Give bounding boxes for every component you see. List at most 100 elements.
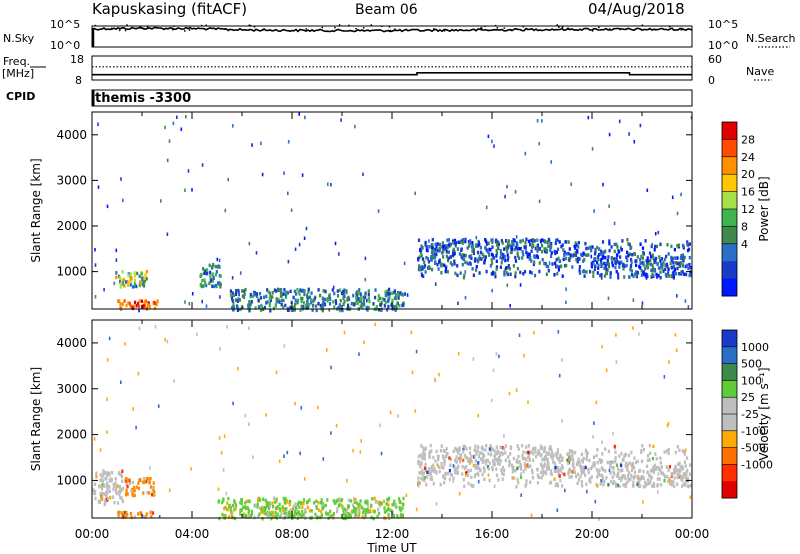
range-gate-cell <box>664 263 667 267</box>
range-gate-cell <box>389 508 392 513</box>
range-gate-cell <box>115 258 118 262</box>
range-gate-cell <box>138 304 141 309</box>
range-gate-cell <box>600 473 603 478</box>
range-gate-cell <box>121 280 125 285</box>
range-gate-cell <box>558 460 561 464</box>
range-gate-cell <box>393 289 397 293</box>
range-gate-cell <box>248 326 250 330</box>
range-gate-cell <box>502 465 505 470</box>
range-gate-cell <box>447 256 450 261</box>
range-gate-cell <box>499 249 502 253</box>
range-gate-cell <box>653 463 656 468</box>
range-gate-cell <box>357 297 360 301</box>
range-gate-cell <box>343 507 346 511</box>
range-gate-cell <box>550 472 553 477</box>
range-gate-cell <box>430 477 434 481</box>
range-gate-cell <box>452 479 455 483</box>
range-gate-cell <box>372 302 375 306</box>
range-gate-cell <box>621 468 624 472</box>
range-gate-cell <box>572 254 575 258</box>
range-gate-cell <box>674 450 677 455</box>
range-gate-cell <box>417 238 421 242</box>
range-gate-cell <box>555 454 558 459</box>
range-gate-cell <box>366 298 368 303</box>
range-gate-cell <box>663 475 667 479</box>
range-gate-cell <box>531 468 534 473</box>
range-gate-cell <box>219 295 221 299</box>
range-gate-cell <box>672 480 675 484</box>
range-gate-cell <box>344 509 347 514</box>
range-gate-cell <box>606 268 609 272</box>
range-gate-cell <box>523 270 527 274</box>
range-gate-cell <box>651 263 654 267</box>
range-gate-cell <box>138 308 140 313</box>
colorbar-swatch <box>722 174 737 193</box>
range-gate-cell <box>330 183 332 187</box>
range-gate-cell <box>445 447 448 451</box>
range-gate-cell <box>232 401 234 406</box>
range-gate-cell <box>487 241 490 246</box>
range-gate-cell <box>584 473 587 477</box>
range-gate-cell <box>661 262 664 267</box>
range-gate-cell <box>392 304 395 309</box>
range-gate-cell <box>475 268 478 272</box>
cpid-panel-frame <box>91 89 693 107</box>
range-gate-cell <box>590 254 593 259</box>
range-gate-cell <box>282 292 285 296</box>
range-gate-cell <box>576 259 579 264</box>
range-gate-cell <box>176 115 178 119</box>
range-gate-cell <box>138 274 141 279</box>
range-gate-cell <box>421 267 424 271</box>
range-gate-cell <box>630 273 634 277</box>
range-gate-cell <box>224 513 227 518</box>
range-gate-cell <box>298 292 301 296</box>
range-gate-cell <box>518 460 521 464</box>
colorbar-tick-label: -100 <box>741 425 766 438</box>
range-gate-cell <box>422 450 425 455</box>
range-gate-cell <box>646 259 649 264</box>
range-gate-cell <box>446 452 449 456</box>
range-gate-cell <box>536 244 539 248</box>
range-gate-cell <box>526 255 529 259</box>
nsearch-point <box>380 25 383 28</box>
range-gate-cell <box>414 409 417 413</box>
range-gate-cell <box>436 454 440 459</box>
range-gate-cell <box>372 516 375 521</box>
nsearch-point <box>355 27 357 30</box>
range-gate-cell <box>357 513 361 518</box>
nsearch-point <box>680 28 683 31</box>
range-gate-cell <box>301 505 304 509</box>
range-gate-cell <box>628 471 631 475</box>
range-gate-cell <box>346 296 349 301</box>
range-gate-cell <box>255 251 258 255</box>
range-gate-cell <box>614 482 617 486</box>
range-gate-cell <box>677 462 680 467</box>
range-gate-cell <box>516 460 519 464</box>
range-gate-cell <box>396 514 399 518</box>
range-gate-cell <box>122 278 126 282</box>
range-gate-cell <box>682 482 685 486</box>
range-gate-cell <box>146 303 149 307</box>
range-gate-cell <box>660 471 663 475</box>
range-gate-cell <box>370 503 373 508</box>
range-gate-cell <box>509 304 511 308</box>
range-gate-cell <box>271 510 274 514</box>
range-gate-cell <box>423 466 426 470</box>
nsearch-point <box>494 24 497 27</box>
range-gate-cell <box>542 449 546 454</box>
range-gate-cell <box>92 488 95 492</box>
range-gate-cell <box>667 252 670 256</box>
range-gate-cell <box>348 513 351 517</box>
range-gate-cell <box>129 272 132 276</box>
range-gate-cell <box>151 487 154 491</box>
range-gate-cell <box>520 467 523 471</box>
range-gate-cell <box>510 244 513 249</box>
range-gate-cell <box>349 306 352 311</box>
range-gate-cell <box>658 477 661 481</box>
range-gate-cell <box>375 499 378 504</box>
range-gate-cell <box>644 239 647 243</box>
range-gate-cell <box>557 330 560 334</box>
nsearch-point <box>305 28 307 30</box>
range-gate-cell <box>342 302 345 307</box>
range-gate-cell <box>527 239 530 244</box>
